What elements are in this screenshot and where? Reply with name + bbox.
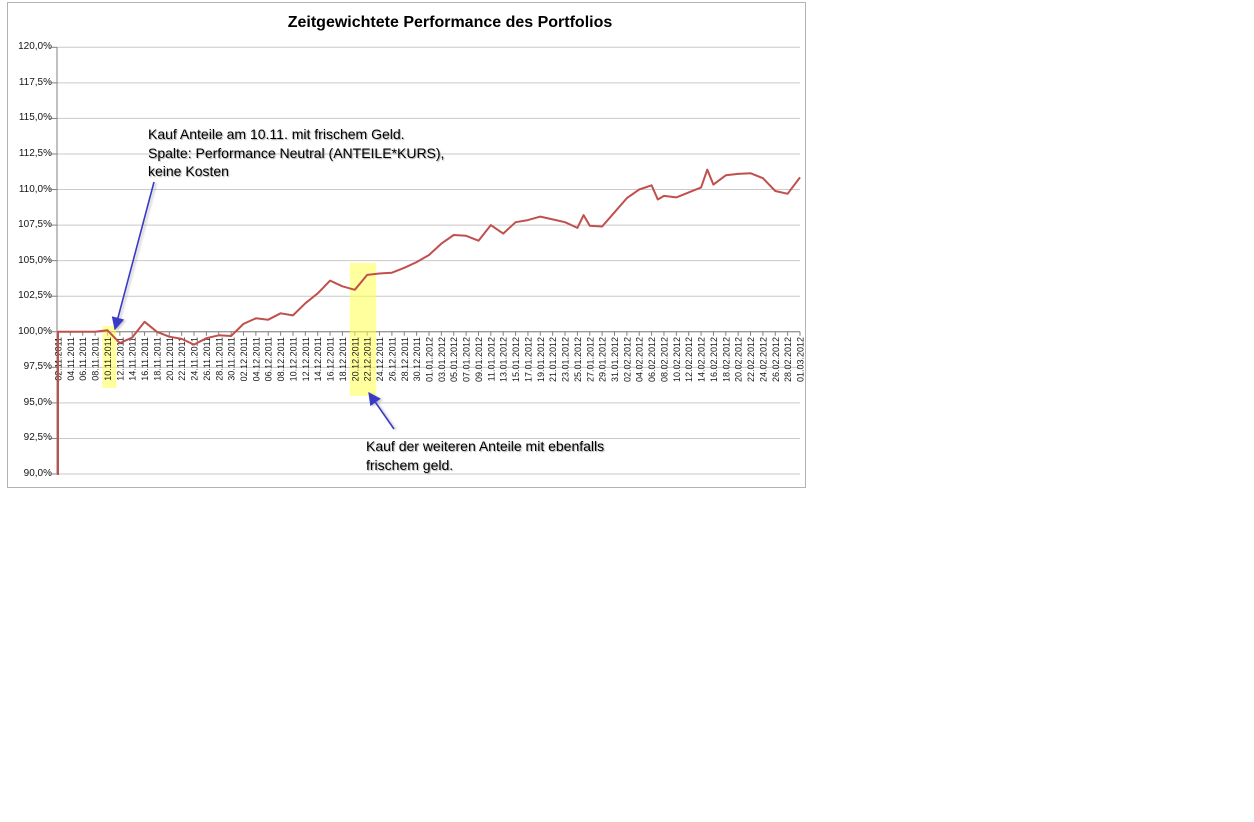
x-axis-label: 05.01.2012	[449, 337, 459, 382]
x-axis-label: 24.12.2011	[375, 337, 385, 381]
x-axis-label: 14.12.2011	[313, 337, 323, 381]
chart-title: Zeitgewichtete Performance des Portfolio…	[287, 14, 613, 31]
x-axis-label: 31.01.2012	[610, 337, 620, 382]
x-axis-label: 25.01.2012	[573, 337, 583, 382]
x-axis-label: 24.11.2011	[190, 337, 200, 381]
highlight-band	[349, 263, 377, 396]
performance-line	[57, 168, 801, 475]
x-axis-label: 14.11.2011	[128, 337, 138, 381]
x-axis-label: 15.01.2012	[511, 337, 521, 382]
y-axis-tick-label: 110,0%	[18, 183, 52, 195]
x-axis-label: 08.11.2011	[91, 337, 101, 381]
x-axis-label: 02.02.2012	[622, 337, 632, 382]
x-axis-label: 16.12.2011	[326, 337, 336, 381]
x-axis-label: 24.02.2012	[758, 337, 768, 382]
x-axis-label: 04.12.2011	[251, 337, 261, 381]
x-axis-label: 12.11.2011	[115, 337, 125, 381]
y-axis-tick-label: 112,5%	[18, 147, 52, 159]
x-axis-label: 04.11.2011	[66, 337, 76, 381]
annotation-arrow-2	[368, 391, 395, 430]
y-axis-tick-label: 90,0%	[23, 468, 52, 479]
portfolio-performance-chart: Zeitgewichtete Performance des Portfolio…	[7, 2, 806, 488]
x-axis-label: 01.01.2012	[425, 337, 435, 382]
x-axis-label: 19.01.2012	[536, 337, 546, 382]
x-axis-label: 04.02.2012	[635, 337, 645, 382]
x-axis-label: 28.02.2012	[783, 337, 793, 382]
x-axis-label: 20.11.2011	[165, 337, 175, 381]
x-axis-label: 20.02.2012	[734, 337, 744, 382]
x-axis-label: 14.02.2012	[697, 337, 707, 382]
x-axis-label: 22.12.2011	[363, 337, 373, 381]
y-axis-tick-label: 115,0%	[18, 112, 52, 124]
x-axis-label: 10.11.2011	[103, 337, 113, 381]
y-axis-tick-label: 102,5%	[18, 290, 52, 302]
y-axis-tick-label: 120,0%	[18, 41, 52, 53]
y-axis-tick-label: 107,5%	[18, 219, 52, 231]
y-axis-tick-label: 105,0%	[18, 254, 52, 266]
x-axis-label: 26.11.2011	[202, 337, 212, 381]
annotation-arrow-1	[111, 181, 155, 331]
x-axis-label: 28.12.2011	[400, 337, 410, 381]
x-axis-label: 21.01.2012	[548, 337, 558, 382]
x-axis-label: 09.01.2012	[474, 337, 484, 382]
x-axis-label: 13.01.2012	[499, 337, 509, 382]
highlight-band	[102, 326, 117, 388]
x-axis-label: 11.01.2012	[486, 337, 496, 381]
x-axis-label: 07.01.2012	[462, 337, 472, 382]
x-axis-label: 28.11.2011	[214, 337, 224, 381]
annotation-buy-20-12: Kauf der weiteren Anteile mit ebenfalls …	[366, 438, 605, 473]
x-axis-label: 17.01.2012	[523, 337, 533, 382]
x-axis-label: 06.11.2011	[78, 337, 88, 381]
x-axis-label: 16.11.2011	[140, 337, 150, 381]
x-axis-label: 22.02.2012	[746, 337, 756, 382]
y-axis-tick-label: 97,5%	[23, 361, 52, 373]
x-axis-label: 10.12.2011	[288, 337, 298, 381]
x-axis-label: 18.11.2011	[152, 337, 162, 381]
x-axis-label: 30.12.2011	[412, 337, 422, 381]
x-axis-label: 06.12.2011	[264, 337, 274, 381]
x-axis-label: 08.12.2011	[276, 337, 286, 381]
x-axis-label: 22.11.2011	[177, 337, 187, 381]
y-axis-tick-label: 92,5%	[23, 432, 52, 444]
x-axis-label: 18.02.2012	[721, 337, 731, 382]
x-axis-label: 10.02.2012	[672, 337, 682, 382]
x-axis-label: 06.02.2012	[647, 337, 657, 382]
x-axis-label: 16.02.2012	[709, 337, 719, 382]
x-axis-label: 23.01.2012	[561, 337, 571, 382]
y-axis-tick-label: 117,5%	[18, 76, 52, 88]
x-axis-label: 26.12.2011	[387, 337, 397, 381]
x-axis-label: 20.12.2011	[350, 337, 360, 381]
x-axis-label: 08.02.2012	[659, 337, 669, 382]
y-axis-tick-label: 95,0%	[23, 396, 52, 408]
x-axis-label: 01.03.2012	[796, 337, 806, 382]
y-axis-tick-label: 100,0%	[18, 325, 52, 337]
plot-area: 02.11.2011 04.11.2011 06.11.2011 08.11.2011…	[49, 46, 806, 475]
annotation-buy-10-11: Kauf Anteile am 10.11. mit frischem Geld…	[148, 126, 445, 179]
x-axis-label: 03.01.2012	[437, 337, 447, 382]
x-axis-label: 12.12.2011	[301, 337, 311, 381]
x-axis-label: 26.02.2012	[771, 337, 781, 382]
x-axis-label: 27.01.2012	[585, 337, 595, 382]
x-axis-label: 18.12.2011	[338, 337, 348, 381]
x-axis-label: 30.11.2011	[227, 337, 237, 381]
x-axis-label: 12.02.2012	[684, 337, 694, 382]
x-axis-label: 29.01.2012	[598, 337, 608, 382]
x-axis-label: 02.12.2011	[239, 337, 249, 381]
